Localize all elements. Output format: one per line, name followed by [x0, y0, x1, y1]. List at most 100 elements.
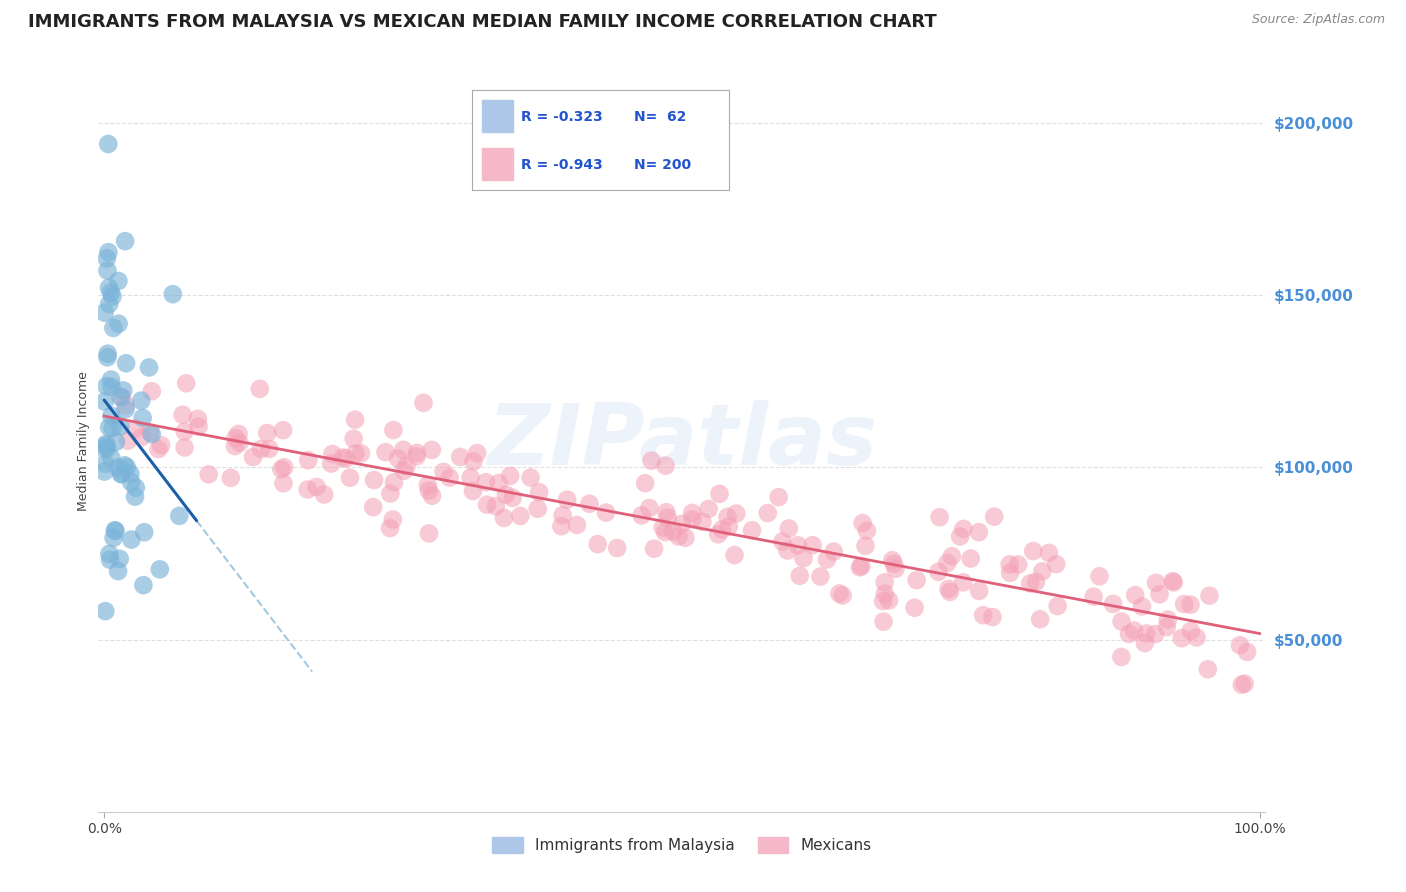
- Point: [905, 573, 928, 587]
- Point: [363, 473, 385, 487]
- Point: [527, 485, 550, 500]
- Point: [148, 442, 170, 457]
- Point: [339, 471, 361, 485]
- Point: [654, 525, 676, 540]
- Point: [107, 460, 129, 475]
- Point: [124, 490, 146, 504]
- Text: ZIPatlas: ZIPatlas: [486, 400, 877, 483]
- Point: [344, 446, 367, 460]
- Point: [96, 379, 118, 393]
- Point: [350, 446, 373, 460]
- Point: [173, 441, 195, 455]
- Point: [756, 506, 779, 520]
- Point: [972, 608, 994, 623]
- Point: [856, 524, 879, 538]
- Point: [1163, 575, 1185, 590]
- Point: [224, 439, 246, 453]
- Point: [100, 409, 122, 423]
- Point: [1038, 546, 1060, 560]
- Point: [1022, 544, 1045, 558]
- Point: [1156, 620, 1178, 634]
- Point: [460, 470, 482, 484]
- Point: [378, 521, 401, 535]
- Point: [108, 552, 131, 566]
- Point: [97, 136, 120, 151]
- Point: [872, 594, 894, 608]
- Point: [959, 551, 981, 566]
- Point: [1161, 574, 1184, 588]
- Point: [96, 351, 118, 365]
- Point: [983, 509, 1005, 524]
- Point: [1031, 565, 1053, 579]
- Point: [96, 441, 118, 455]
- Point: [104, 434, 127, 449]
- Point: [716, 509, 738, 524]
- Point: [93, 394, 115, 409]
- Point: [98, 281, 121, 295]
- Point: [707, 527, 730, 541]
- Point: [392, 442, 415, 457]
- Point: [831, 588, 853, 602]
- Point: [270, 462, 292, 476]
- Point: [174, 376, 197, 391]
- Point: [110, 467, 132, 481]
- Point: [1144, 627, 1167, 641]
- Point: [526, 501, 548, 516]
- Point: [998, 566, 1021, 580]
- Point: [884, 562, 907, 576]
- Point: [111, 390, 134, 404]
- Point: [1144, 575, 1167, 590]
- Point: [94, 437, 117, 451]
- Point: [125, 481, 148, 495]
- Point: [228, 435, 250, 450]
- Point: [475, 475, 498, 490]
- Point: [1157, 612, 1180, 626]
- Point: [412, 396, 434, 410]
- Point: [420, 442, 443, 457]
- Point: [297, 483, 319, 497]
- Point: [638, 500, 661, 515]
- Point: [949, 529, 972, 543]
- Point: [1088, 569, 1111, 583]
- Point: [405, 450, 427, 464]
- Point: [172, 408, 194, 422]
- Point: [1123, 624, 1146, 638]
- Point: [565, 518, 588, 533]
- Point: [668, 529, 690, 543]
- Point: [828, 586, 851, 600]
- Point: [98, 552, 121, 566]
- Point: [305, 480, 328, 494]
- Point: [93, 306, 115, 320]
- Point: [1123, 588, 1146, 602]
- Point: [630, 508, 652, 523]
- Point: [387, 451, 409, 466]
- Point: [882, 553, 904, 567]
- Point: [936, 556, 959, 570]
- Point: [655, 505, 678, 519]
- Point: [823, 544, 845, 558]
- Point: [723, 548, 745, 562]
- Point: [131, 411, 153, 425]
- Point: [107, 274, 129, 288]
- Point: [335, 451, 357, 466]
- Point: [851, 559, 873, 574]
- Point: [120, 533, 142, 547]
- Point: [374, 445, 396, 459]
- Point: [100, 373, 122, 387]
- Point: [938, 582, 960, 596]
- Point: [114, 234, 136, 248]
- Point: [692, 515, 714, 529]
- Point: [132, 578, 155, 592]
- Point: [697, 502, 720, 516]
- Point: [418, 526, 440, 541]
- Point: [1198, 589, 1220, 603]
- Point: [250, 442, 273, 456]
- Point: [406, 446, 429, 460]
- Y-axis label: Median Family Income: Median Family Income: [77, 372, 90, 511]
- Point: [967, 584, 990, 599]
- Point: [107, 317, 129, 331]
- Point: [169, 508, 191, 523]
- Point: [392, 464, 415, 478]
- Point: [332, 450, 354, 465]
- Point: [675, 531, 697, 545]
